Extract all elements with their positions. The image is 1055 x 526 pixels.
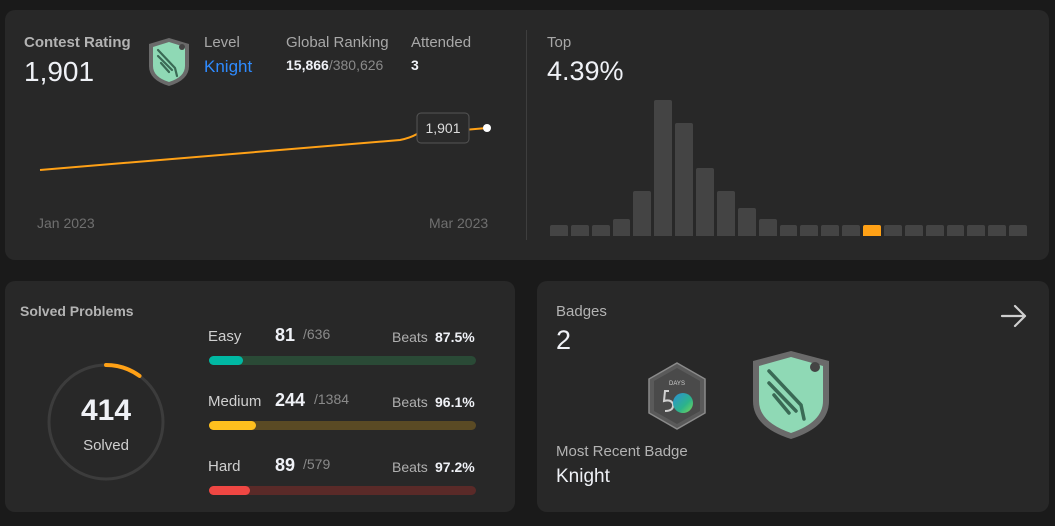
top-percent-label: Top xyxy=(547,34,572,51)
easy-count: 81 xyxy=(275,325,296,345)
histogram-bar[interactable] xyxy=(988,224,1007,236)
histogram-bar[interactable] xyxy=(779,224,798,236)
rating-line-chart[interactable] xyxy=(5,10,525,260)
solved-progress-arc xyxy=(47,363,165,481)
histogram-bar[interactable] xyxy=(570,224,589,236)
histogram-bar[interactable] xyxy=(904,224,923,236)
solved-problems-card: Solved Problems 414 Solved Easy 81 /636 … xyxy=(5,281,515,512)
histogram-bar[interactable] xyxy=(654,100,673,236)
rating-tooltip-box xyxy=(416,112,470,144)
most-recent-badge-label: Most Recent Badge xyxy=(556,443,688,460)
easy-progress-fill xyxy=(209,356,243,365)
medium-progress-fill xyxy=(209,421,256,430)
hard-beats-label: Beats xyxy=(392,459,428,475)
ranking-total: /380,626 xyxy=(328,57,384,73)
rating-tooltip-value: 1,901 xyxy=(425,120,461,136)
top-percent-value: 4.39% xyxy=(547,56,624,86)
medium-progress-track xyxy=(209,421,476,430)
histogram-bar[interactable] xyxy=(967,224,986,236)
hard-beats-value: 97.2% xyxy=(435,459,475,475)
card-divider xyxy=(526,30,527,240)
histogram-bar[interactable] xyxy=(612,219,631,236)
medium-label: Medium xyxy=(208,393,262,410)
easy-progress-track xyxy=(209,356,476,365)
hard-progress-track xyxy=(209,486,476,495)
attended-label: Attended xyxy=(411,34,472,51)
medium-beats-label: Beats xyxy=(392,394,428,410)
badge-caption: DAYS xyxy=(669,381,685,387)
badges-card: Badges 2 DAYS xyxy=(537,281,1049,512)
hard-progress-fill xyxy=(209,486,251,495)
histogram-bar[interactable] xyxy=(946,224,965,236)
easy-beats-value: 87.5% xyxy=(435,329,475,345)
easy-label: Easy xyxy=(208,328,242,345)
badges-title: Badges xyxy=(556,303,607,320)
histogram-bar[interactable] xyxy=(591,224,610,236)
histogram-bar[interactable] xyxy=(737,207,756,236)
most-recent-badge-value: Knight xyxy=(556,466,610,487)
histogram-bar[interactable] xyxy=(550,224,568,236)
badges-count: 2 xyxy=(556,325,572,355)
histogram-bar[interactable] xyxy=(863,224,881,236)
contest-rating-value: 1,901 xyxy=(24,56,95,87)
hard-total: /579 xyxy=(303,456,331,472)
histogram-bar[interactable] xyxy=(842,224,861,236)
attended-value: 3 xyxy=(411,57,419,73)
ranking-number: 15,866 xyxy=(286,57,329,73)
medium-count: 244 xyxy=(275,390,306,410)
level-value: Knight xyxy=(204,57,253,76)
medium-total: /1384 xyxy=(314,391,350,407)
global-ranking-value: 15,866/380,626 xyxy=(286,57,383,73)
histogram-bar[interactable] xyxy=(821,224,840,236)
knight-badge-large-icon[interactable] xyxy=(749,349,833,441)
days-50-badge-icon[interactable]: DAYS xyxy=(645,361,709,431)
histogram-bar[interactable] xyxy=(1009,224,1027,236)
x-axis-start-label: Jan 2023 xyxy=(37,215,95,231)
knight-badge-icon xyxy=(145,36,193,88)
histogram-bar[interactable] xyxy=(800,224,819,236)
solved-total: 414 xyxy=(80,394,132,427)
histogram-bar[interactable] xyxy=(633,190,652,236)
hard-label: Hard xyxy=(208,458,241,475)
easy-total: /636 xyxy=(303,326,331,342)
solved-total-label: Solved xyxy=(83,437,129,454)
contest-rating-label: Contest Rating xyxy=(24,34,131,51)
easy-beats-label: Beats xyxy=(392,329,428,345)
rating-distribution-histogram[interactable] xyxy=(550,90,1030,236)
histogram-bar[interactable] xyxy=(716,190,735,236)
histogram-bar[interactable] xyxy=(883,224,902,236)
global-ranking-label: Global Ranking xyxy=(286,34,389,51)
rating-point xyxy=(483,124,491,132)
arrow-right-icon[interactable] xyxy=(999,301,1029,331)
hard-count: 89 xyxy=(275,455,296,475)
histogram-bar[interactable] xyxy=(758,219,777,236)
histogram-bar[interactable] xyxy=(925,224,944,236)
contest-rating-card: Contest Rating 1,901 Level Knight Global… xyxy=(5,10,1049,260)
level-label: Level xyxy=(204,34,240,51)
x-axis-end-label: Mar 2023 xyxy=(429,215,489,231)
medium-beats-value: 96.1% xyxy=(435,394,475,410)
histogram-bar[interactable] xyxy=(675,122,694,236)
solved-progress-ring xyxy=(47,363,165,481)
solved-problems-title: Solved Problems xyxy=(20,303,134,319)
histogram-bar[interactable] xyxy=(696,168,714,236)
